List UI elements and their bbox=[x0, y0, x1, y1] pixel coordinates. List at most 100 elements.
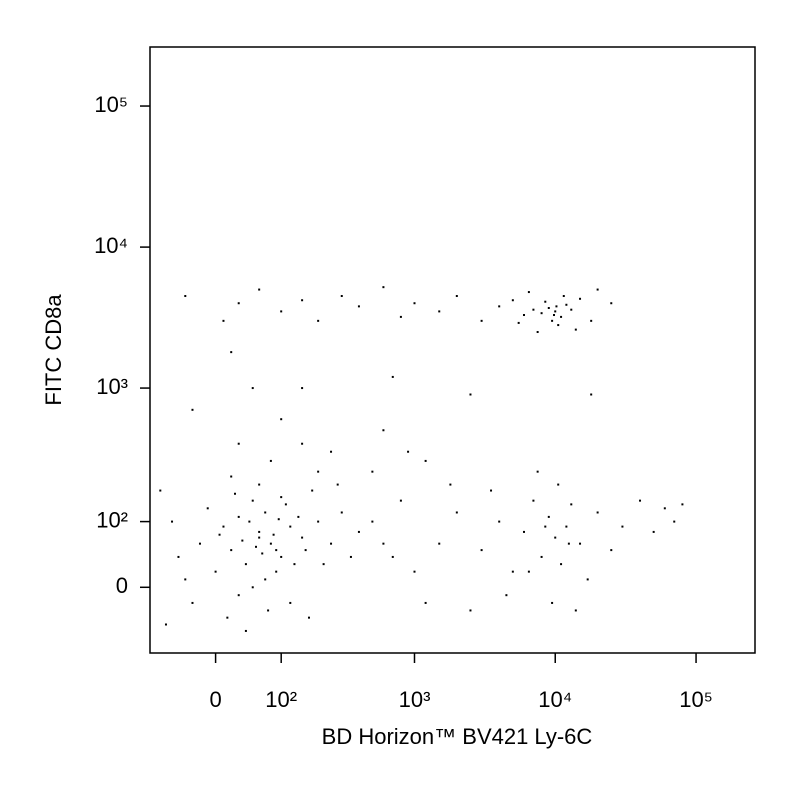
dot bbox=[251, 387, 254, 390]
dot bbox=[177, 555, 180, 558]
dot bbox=[574, 328, 577, 331]
y-tick-label: 10⁵ bbox=[94, 92, 128, 117]
dot bbox=[267, 609, 270, 612]
x-tick-label: 0 bbox=[209, 687, 221, 712]
dot bbox=[555, 305, 558, 308]
dot bbox=[301, 442, 304, 445]
dot bbox=[214, 570, 217, 573]
dot bbox=[652, 530, 655, 533]
dot bbox=[198, 542, 201, 545]
dot bbox=[293, 563, 296, 566]
y-axis-label: FITC CD8a bbox=[41, 294, 66, 406]
dot bbox=[536, 331, 539, 334]
plot-frame bbox=[149, 46, 756, 654]
dot bbox=[391, 555, 394, 558]
dot bbox=[557, 483, 560, 486]
dot bbox=[280, 496, 283, 499]
dot bbox=[455, 295, 458, 298]
dot bbox=[480, 549, 483, 552]
dot bbox=[407, 450, 410, 453]
dot bbox=[230, 549, 233, 552]
dot bbox=[222, 319, 225, 322]
dot bbox=[241, 539, 244, 542]
dot bbox=[280, 310, 283, 313]
dot bbox=[218, 533, 221, 536]
dot bbox=[681, 503, 684, 506]
dot bbox=[237, 302, 240, 305]
dot bbox=[562, 295, 565, 298]
dot bbox=[322, 563, 325, 566]
dot bbox=[254, 545, 257, 548]
dot bbox=[413, 570, 416, 573]
dot bbox=[517, 321, 520, 324]
dot bbox=[317, 520, 320, 523]
dot bbox=[184, 295, 187, 298]
dot bbox=[336, 483, 339, 486]
dot bbox=[264, 578, 267, 581]
dot bbox=[159, 489, 162, 492]
dot bbox=[551, 319, 554, 322]
dot bbox=[289, 601, 292, 604]
dot bbox=[544, 300, 547, 303]
dot bbox=[560, 563, 563, 566]
dot bbox=[301, 536, 304, 539]
dot bbox=[382, 429, 385, 432]
dot bbox=[621, 525, 624, 528]
x-axis-label: BD Horizon™ BV421 Ly-6C bbox=[322, 724, 593, 749]
dot bbox=[258, 483, 261, 486]
dot bbox=[382, 542, 385, 545]
dot bbox=[269, 542, 272, 545]
dot bbox=[570, 308, 573, 311]
dot bbox=[560, 315, 563, 318]
dot bbox=[673, 520, 676, 523]
x-tick-label: 10² bbox=[265, 687, 297, 712]
dot bbox=[565, 303, 568, 306]
dot bbox=[511, 299, 514, 302]
y-tick-label: 10² bbox=[96, 507, 128, 532]
dot bbox=[311, 489, 314, 492]
dot bbox=[301, 299, 304, 302]
dot bbox=[399, 315, 402, 318]
dot bbox=[590, 393, 593, 396]
dot bbox=[317, 319, 320, 322]
dot bbox=[289, 525, 292, 528]
dot bbox=[237, 515, 240, 518]
dot bbox=[498, 305, 501, 308]
dot bbox=[511, 570, 514, 573]
dot bbox=[527, 291, 530, 294]
dot bbox=[251, 499, 254, 502]
dot bbox=[527, 570, 530, 573]
dot bbox=[349, 555, 352, 558]
dot bbox=[171, 520, 174, 523]
dot bbox=[424, 601, 427, 604]
dot bbox=[330, 450, 333, 453]
dot bbox=[251, 586, 254, 589]
dot bbox=[258, 288, 261, 291]
y-tick-label: 10⁴ bbox=[94, 233, 128, 258]
dot bbox=[610, 302, 613, 305]
dot bbox=[413, 302, 416, 305]
x-tick-label: 10⁵ bbox=[679, 687, 713, 712]
dot bbox=[590, 319, 593, 322]
dot bbox=[540, 312, 543, 315]
dot bbox=[261, 552, 264, 555]
dot bbox=[596, 288, 599, 291]
dot bbox=[552, 314, 555, 317]
dot bbox=[244, 563, 247, 566]
dot bbox=[280, 555, 283, 558]
dot bbox=[480, 319, 483, 322]
dot bbox=[579, 542, 582, 545]
dot bbox=[540, 555, 543, 558]
dot bbox=[547, 307, 550, 310]
dot bbox=[340, 511, 343, 514]
dot bbox=[438, 310, 441, 313]
dot bbox=[340, 295, 343, 298]
dot bbox=[244, 629, 247, 632]
dot bbox=[586, 578, 589, 581]
dot bbox=[532, 499, 535, 502]
dot bbox=[610, 549, 613, 552]
dot bbox=[391, 375, 394, 378]
dot bbox=[498, 520, 501, 523]
dot bbox=[469, 393, 472, 396]
